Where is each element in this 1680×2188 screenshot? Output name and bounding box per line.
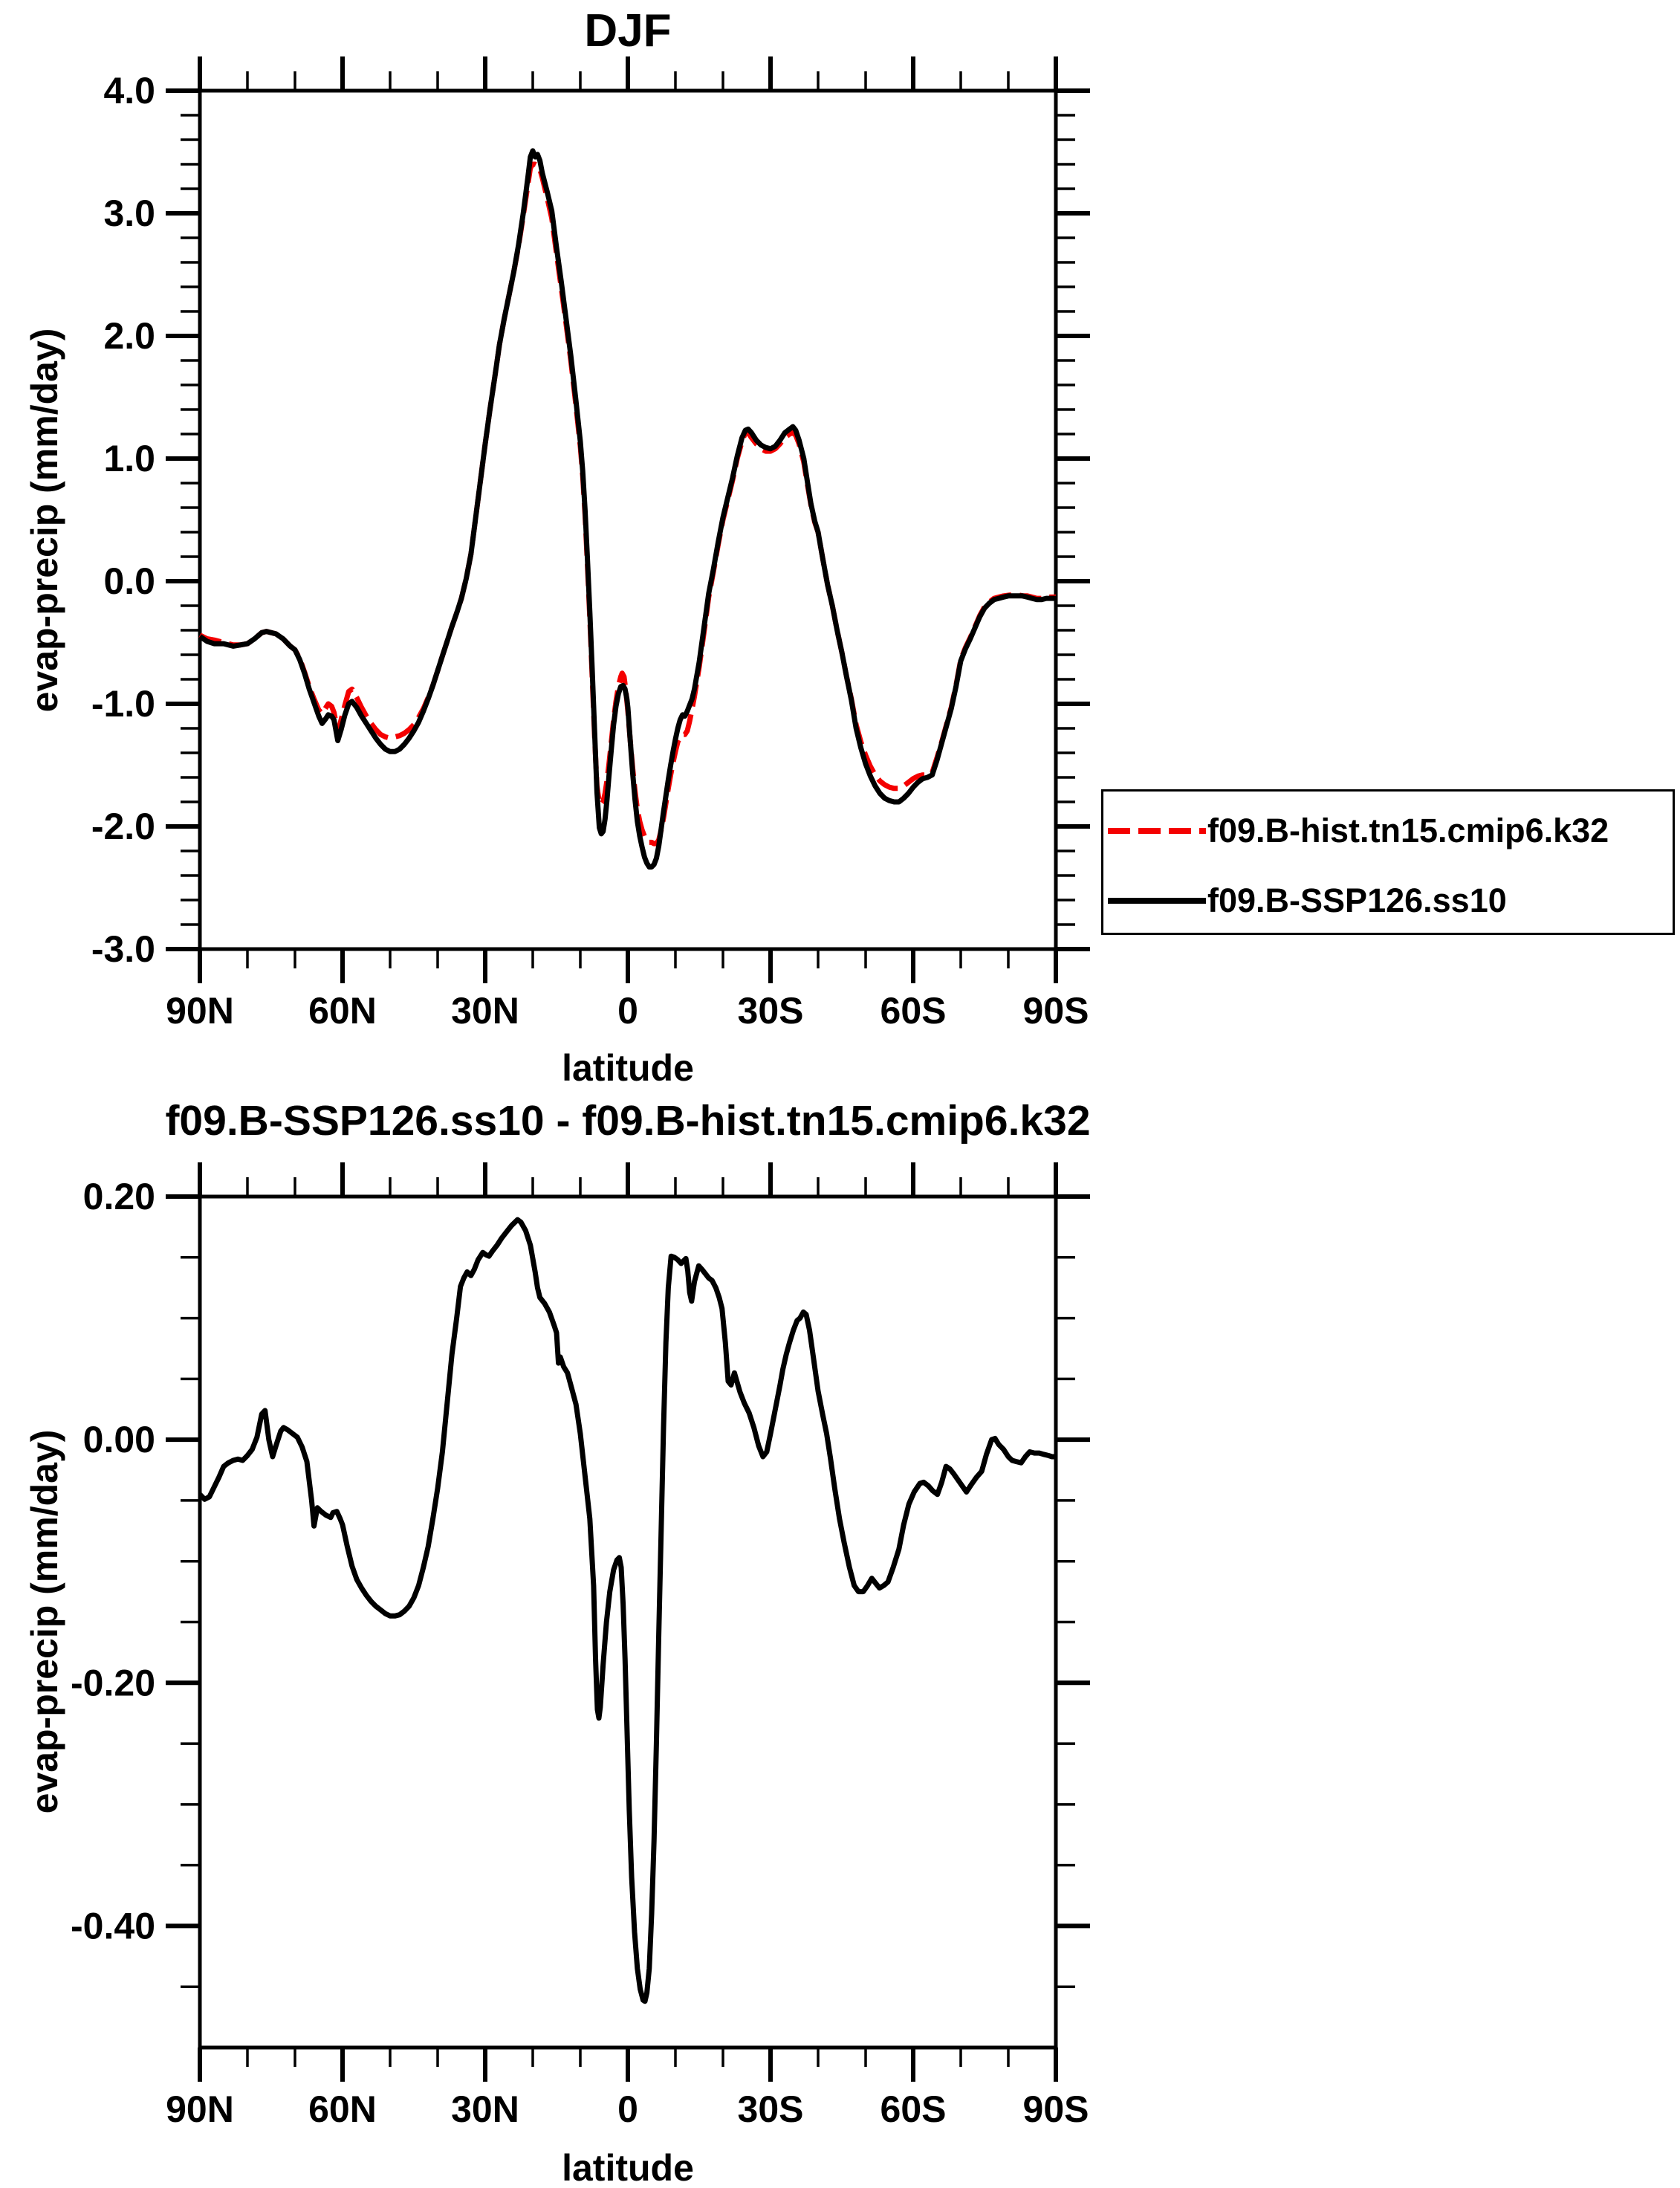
top-chart-title: DJF — [584, 5, 672, 56]
x-tick-label: 60N — [308, 2088, 377, 2130]
legend-entry-label: f09.B-SSP126.ss10 — [1207, 881, 1507, 919]
bottom-chart-title: f09.B-SSP126.ss10 - f09.B-hist.tn15.cmip… — [165, 1097, 1091, 1145]
bottom-x-axis-title: latitude — [562, 2147, 694, 2188]
y-tick-label: 0.0 — [103, 560, 155, 602]
legend-box: f09.B-hist.tn15.cmip6.k32 f09.B-SSP126.s… — [1101, 789, 1675, 935]
y-tick-label: 3.0 — [103, 192, 155, 234]
x-tick-label: 90N — [166, 990, 234, 1032]
x-tick-label: 60N — [308, 990, 377, 1032]
bottom-y-axis-title: evap-precip (mm/day) — [24, 1429, 65, 1814]
black-solid-line-sample — [1108, 898, 1206, 904]
x-tick-label: 30N — [451, 990, 519, 1032]
y-tick-label: -3.0 — [91, 928, 155, 970]
x-tick-label: 0 — [617, 990, 638, 1032]
x-tick-label: 90N — [166, 2088, 234, 2130]
legend-entry-ssp126: f09.B-SSP126.ss10 — [1108, 881, 1507, 919]
y-tick-label: 2.0 — [103, 315, 155, 357]
y-tick-label: 1.0 — [103, 438, 155, 479]
y-tick-label: 0.20 — [83, 1176, 155, 1217]
plot-border — [198, 88, 1058, 951]
y-tick-label: -2.0 — [91, 806, 155, 847]
x-tick-label: 30N — [451, 2088, 519, 2130]
y-tick-label: -0.40 — [71, 1905, 155, 1946]
x-tick-label: 60S — [880, 990, 947, 1032]
x-tick-label: 30S — [738, 990, 804, 1032]
x-tick-label: 60S — [880, 2088, 947, 2130]
y-tick-label: -1.0 — [91, 683, 155, 725]
x-tick-label: 90S — [1023, 990, 1089, 1032]
series-line-black — [198, 1217, 1056, 2004]
y-tick-label: 4.0 — [103, 70, 155, 111]
series-line-red-dashed — [198, 161, 1056, 847]
plot-border — [198, 1194, 1058, 2050]
x-tick-label: 30S — [738, 2088, 804, 2130]
red-dashed-line-sample — [1108, 828, 1206, 834]
top-y-axis-title: evap-precip (mm/day) — [24, 328, 65, 713]
y-tick-label: -0.20 — [71, 1662, 155, 1703]
x-tick-label: 90S — [1023, 2088, 1089, 2130]
legend-entry-label: f09.B-hist.tn15.cmip6.k32 — [1207, 812, 1609, 849]
legend-entry-hist: f09.B-hist.tn15.cmip6.k32 — [1108, 812, 1609, 849]
y-tick-label: 0.00 — [83, 1419, 155, 1460]
top-x-axis-title: latitude — [562, 1047, 694, 1089]
series-line-black — [198, 148, 1056, 870]
x-tick-label: 0 — [617, 2088, 638, 2130]
